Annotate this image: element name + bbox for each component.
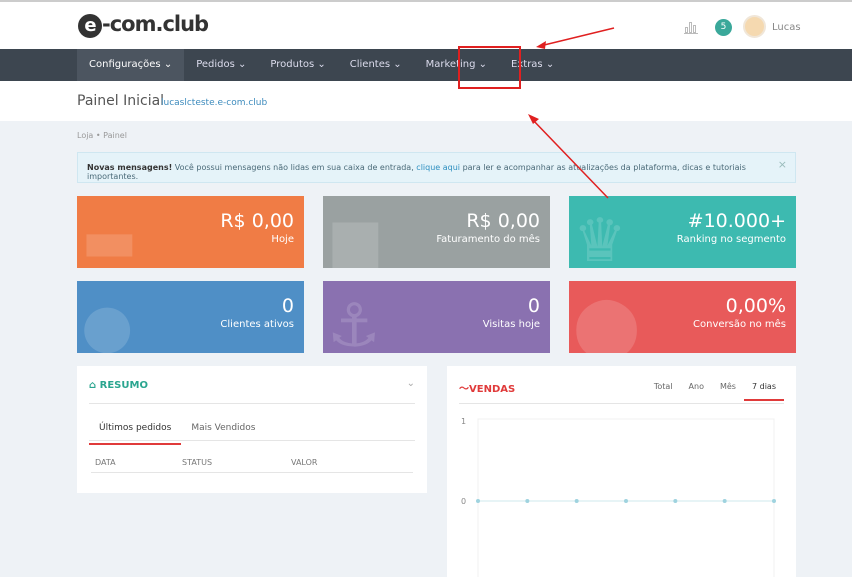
store-domain-link[interactable]: lucaslcteste.e-com.club [161, 98, 268, 108]
card-month-revenue[interactable]: ■ R$ 0,00 Faturamento do mês [323, 196, 550, 268]
nav-produtos[interactable]: Produtos ⌄ [270, 59, 326, 70]
sales-point-6[interactable] [772, 499, 776, 503]
col-valor: VALOR [291, 458, 318, 467]
tab-ano[interactable]: Ano [688, 382, 704, 391]
nav-clientes[interactable]: Clientes ⌄ [349, 59, 402, 70]
trend-line-icon: 〜 [459, 384, 469, 395]
col-status: STATUS [182, 458, 213, 467]
plot-area [477, 418, 775, 577]
page-title: Painel Inicial [77, 93, 165, 109]
bag-icon: ⌂ [89, 380, 100, 391]
anchor-icon: ⚓ [327, 291, 381, 353]
nav-configuracoes[interactable]: Configurações ⌄ [77, 49, 185, 81]
vendas-title: 〜VENDAS [459, 384, 516, 395]
nav-marketing[interactable]: Marketing ⌄ [425, 59, 488, 70]
logo[interactable]: e -com.club [78, 12, 209, 38]
user-name[interactable]: Lucas [772, 22, 801, 33]
divider [89, 440, 415, 441]
main-nav: Configurações ⌄ Pedidos ⌄ Produtos ⌄ Cli… [0, 49, 852, 81]
vendas-panel: 〜VENDAS Total Ano Mês 7 dias 1 0 [447, 366, 796, 577]
divider [89, 403, 415, 404]
col-data: DATA [95, 458, 116, 467]
trophy-icon: ♛ [573, 206, 627, 268]
tab-total[interactable]: Total [653, 382, 673, 391]
briefcase-icon: ■ [327, 206, 384, 268]
close-icon[interactable]: × [777, 158, 787, 171]
card-conversion[interactable]: ⬤ 0,00% Conversão no mês [569, 281, 796, 353]
avatar[interactable] [743, 15, 766, 38]
nav-pedidos[interactable]: Pedidos ⌄ [196, 59, 247, 70]
card-visits-today[interactable]: ⚓ 0 Visitas hoje [323, 281, 550, 353]
click-here-link[interactable]: clique aqui [416, 163, 461, 172]
top-bar: e -com.club 5 Lucas [0, 0, 852, 49]
notification-badge[interactable]: 5 [715, 19, 732, 36]
sales-point-4[interactable] [673, 499, 678, 503]
users-icon: ● [81, 291, 134, 353]
divider [91, 472, 413, 473]
divider [459, 403, 784, 404]
collapse-chevron-icon[interactable]: ⌄ [406, 378, 415, 389]
tab-7-dias[interactable]: 7 dias [743, 382, 784, 401]
sales-point-2[interactable] [574, 499, 579, 503]
sales-point-1[interactable] [525, 499, 530, 503]
sales-point-0[interactable] [476, 499, 480, 503]
sales-point-3[interactable] [624, 499, 628, 503]
chevron-up-circle-icon: ⬤ [573, 291, 641, 353]
card-ranking[interactable]: ♛ #10.000+ Ranking no segmento [569, 196, 796, 268]
stapler-icon: ▬ [81, 206, 138, 268]
resumo-panel: ⌂ RESUMO ⌄ Últimos pedidos Mais Vendidos… [77, 366, 427, 493]
breadcrumb[interactable]: Loja • Painel [77, 131, 127, 140]
tab-ultimos-pedidos[interactable]: Últimos pedidos [89, 423, 182, 445]
resumo-title: ⌂ RESUMO [89, 380, 148, 391]
page-header: Painel Inicial lucaslcteste.e-com.club [0, 81, 852, 121]
card-active-clients[interactable]: ● 0 Clientes ativos [77, 281, 304, 353]
sales-chart: 1 0 [461, 417, 776, 577]
tab-mes[interactable]: Mês [719, 382, 736, 391]
y-tick-1: 1 [461, 417, 466, 426]
y-tick-0: 0 [461, 497, 466, 506]
messages-alert: Novas mensagens! Você possui mensagens n… [77, 152, 796, 183]
nav-extras[interactable]: Extras ⌄ [511, 59, 555, 70]
stats-icon[interactable] [684, 20, 698, 34]
card-today-sales[interactable]: ▬ R$ 0,00 Hoje [77, 196, 304, 268]
tab-mais-vendidos[interactable]: Mais Vendidos [191, 423, 256, 433]
sales-point-5[interactable] [722, 499, 727, 503]
